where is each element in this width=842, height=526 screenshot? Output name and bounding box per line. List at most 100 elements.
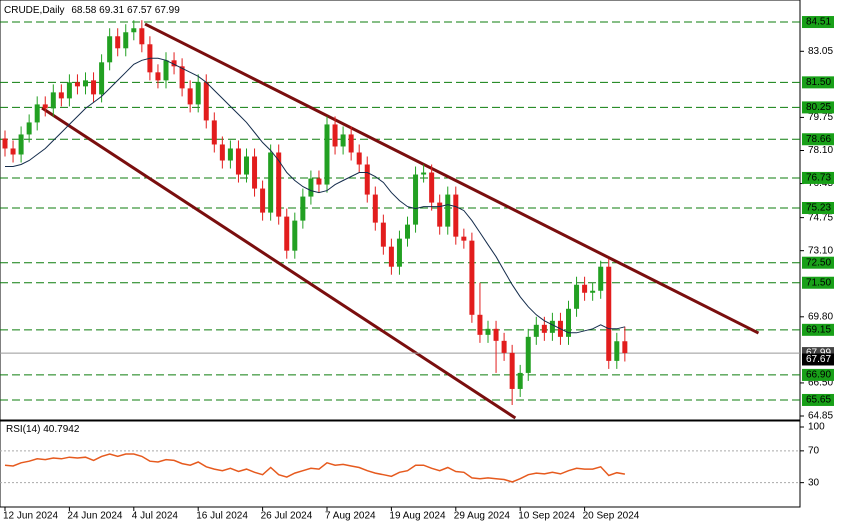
level-label: 75.23 — [806, 203, 831, 214]
level-label-box — [802, 16, 834, 29]
x-tick-label: 24 Jun 2024 — [67, 511, 122, 522]
candle-body — [292, 220, 298, 251]
candle-body — [372, 194, 378, 223]
symbol-title: CRUDE,Daily — [4, 5, 65, 16]
rsi-last: 40.7942 — [43, 424, 80, 435]
candle-body — [533, 324, 539, 337]
x-tick-label: 19 Aug 2024 — [389, 511, 446, 522]
level-label: 66.90 — [806, 370, 831, 381]
x-tick-label: 16 Jul 2024 — [196, 511, 248, 522]
rsi-label: RSI(14) — [6, 424, 40, 435]
level-label-box — [802, 368, 834, 381]
candle-body — [413, 174, 419, 225]
level-label-box — [802, 276, 834, 289]
rsi-plot — [0, 450, 800, 484]
candle-body — [50, 92, 56, 109]
candle-body — [549, 320, 555, 333]
candle-body — [300, 196, 306, 221]
last-open: 68.58 — [71, 5, 96, 16]
candle-body — [10, 148, 16, 155]
candle-body — [324, 124, 330, 185]
price-label: 67.99 — [806, 348, 831, 359]
candle-body — [227, 148, 233, 161]
level-label: 65.65 — [806, 395, 831, 406]
candle-body — [18, 134, 24, 155]
candle-body — [405, 224, 410, 239]
candle-body — [574, 284, 580, 309]
y-tick-label: 79.75 — [808, 112, 833, 123]
x-tick-label: 4 Jul 2024 — [132, 511, 179, 522]
candle-body — [123, 32, 129, 49]
candle-body — [66, 82, 72, 99]
candle-body — [42, 104, 48, 109]
level-label: 76.73 — [806, 173, 831, 184]
x-tick-label: 12 Jun 2024 — [3, 511, 58, 522]
y-tick-label: 64.85 — [808, 411, 833, 422]
candle-body — [396, 238, 402, 267]
last-high: 69.31 — [99, 5, 124, 16]
candle-body — [590, 290, 596, 293]
chart-header: CRUDE,Daily 68.58 69.31 67.57 67.99 — [4, 5, 180, 16]
ask-label-box — [802, 353, 834, 366]
level-label: 71.50 — [806, 277, 831, 288]
candle-body — [598, 266, 604, 291]
x-tick-label: 10 Sep 2024 — [518, 511, 575, 522]
candle-body — [284, 216, 290, 251]
candle-body — [26, 122, 32, 135]
rsi-line — [4, 453, 626, 483]
candle-body — [276, 152, 282, 217]
last-low: 67.57 — [127, 5, 152, 16]
candle-body — [179, 66, 185, 89]
candle-body — [115, 36, 121, 49]
candle-body — [91, 80, 97, 95]
main-panel — [0, 0, 801, 421]
y-tick-label: 73.10 — [808, 245, 833, 256]
axes: 83.0579.7578.1076.4574.7573.1069.8066.50… — [3, 16, 834, 522]
trendline — [41, 106, 517, 420]
candle-body — [308, 178, 314, 197]
candle-body — [541, 324, 547, 333]
candle-body — [606, 266, 612, 361]
candle-body — [83, 80, 88, 87]
candle-body — [260, 188, 266, 213]
candle-body — [501, 340, 507, 353]
candle-body — [429, 172, 435, 203]
main-plot — [0, 20, 800, 420]
y-tick-label: 66.50 — [808, 378, 833, 389]
candle-body — [107, 36, 113, 63]
last-close: 67.99 — [155, 5, 180, 16]
candle-body — [244, 156, 249, 175]
rsi-tick-label: 70 — [808, 445, 820, 456]
candle-body — [131, 28, 137, 33]
ask-label: 67.67 — [806, 354, 831, 365]
candle-body — [155, 72, 161, 81]
candle-body — [139, 28, 145, 45]
candle-body — [525, 336, 531, 373]
candle-body — [485, 328, 491, 335]
level-label-box — [802, 76, 834, 89]
candle-body — [461, 236, 467, 241]
y-tick-label: 78.10 — [808, 145, 833, 156]
candle-body — [437, 202, 443, 227]
candle-body — [316, 178, 322, 185]
candle-body — [380, 222, 386, 247]
rsi-header: RSI(14) 40.7942 — [6, 424, 80, 435]
candle-body — [348, 134, 354, 153]
level-label: 69.15 — [806, 324, 831, 335]
candle-body — [219, 144, 225, 161]
candle-body — [388, 246, 394, 267]
candle-body — [235, 148, 241, 175]
moving-average — [5, 57, 626, 334]
y-tick-label: 83.05 — [808, 46, 833, 57]
level-label-box — [802, 101, 834, 114]
candle-body — [203, 82, 209, 121]
candle-body — [268, 152, 274, 213]
candle-body — [163, 60, 169, 81]
rsi-panel — [0, 420, 801, 508]
candle-body — [566, 308, 571, 337]
candle-body — [211, 120, 217, 145]
candle-body — [421, 172, 427, 175]
candle-body — [445, 194, 451, 227]
